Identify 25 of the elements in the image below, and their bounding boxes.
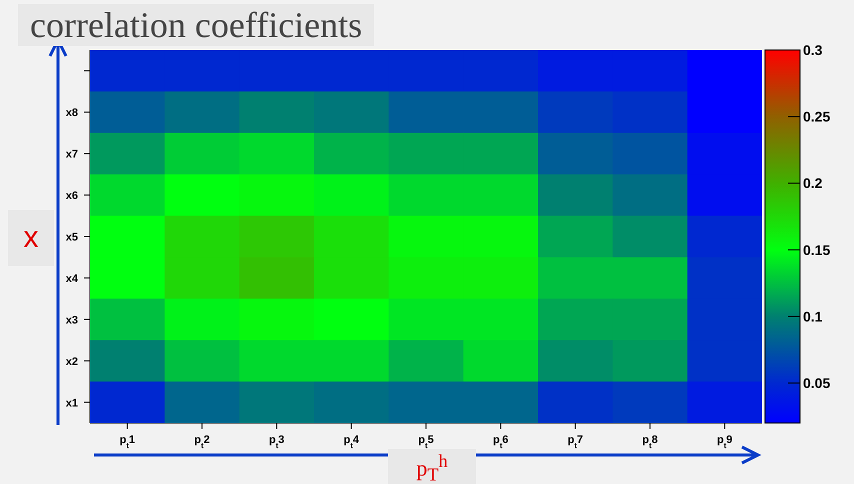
- y-tick-label: x8: [66, 107, 78, 120]
- color-bar-label: 0.15: [803, 242, 830, 258]
- y-tick-label: x2: [66, 356, 78, 368]
- x-tick-label: p$_{t}$2: [194, 434, 210, 450]
- y-tick-label: x1: [66, 397, 78, 410]
- x-tick-label: p$_{t}$6: [492, 434, 508, 450]
- color-bar-label: 0.1: [803, 308, 823, 324]
- color-bar-label: 0.25: [803, 108, 830, 125]
- x-tick-label: p$_{t}$9: [716, 434, 732, 450]
- y-tick-label: x3: [66, 314, 78, 326]
- y-axis-title: x: [8, 210, 54, 266]
- x-tick-label: p$_{t}$8: [642, 434, 658, 450]
- y-tick-label: x6: [66, 190, 78, 202]
- y-tick-label: x4: [66, 272, 79, 285]
- x-tick-label: p$_{t}$1: [120, 434, 136, 450]
- color-bar-label: 0.2: [803, 175, 823, 192]
- x-tick-label: p$_{t}$3: [268, 434, 284, 450]
- color-bar-label: 0.3: [803, 42, 823, 58]
- color-bar-label: 0.05: [803, 375, 830, 392]
- y-tick-label: x5: [66, 232, 78, 244]
- x-tick-label: p$_{t}$4: [344, 434, 360, 450]
- chart-title: correlation coefficients: [18, 4, 374, 46]
- x-tick-label: p$_{t}$7: [568, 434, 584, 450]
- x-tick-label: p$_{t}$5: [418, 434, 434, 450]
- y-tick-label: x7: [66, 148, 78, 161]
